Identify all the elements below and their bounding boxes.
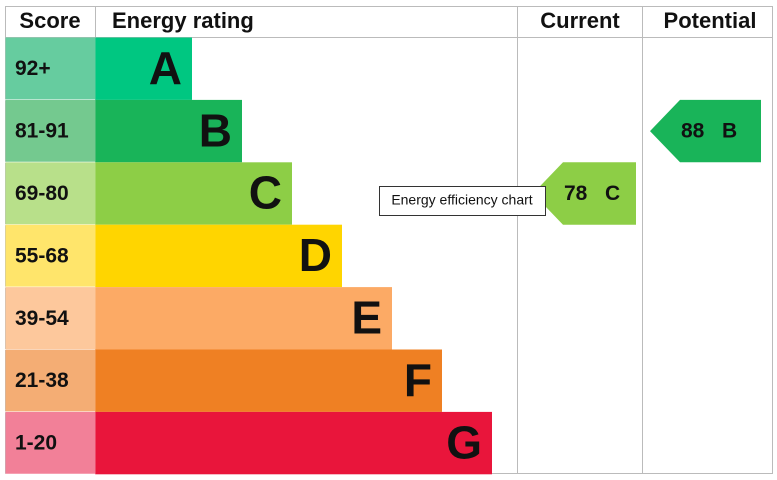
header: Energy rating bbox=[112, 8, 254, 33]
score-cell bbox=[5, 224, 96, 288]
rating-letter: C bbox=[249, 167, 282, 219]
rating-bar bbox=[95, 162, 292, 225]
score-label: 92+ bbox=[15, 57, 51, 80]
header: Potential bbox=[664, 8, 757, 33]
score-label: 21-38 bbox=[15, 369, 69, 392]
score-cell bbox=[5, 411, 96, 475]
header: Current bbox=[540, 8, 620, 33]
rating-letter: F bbox=[404, 354, 432, 406]
tooltip-text: Energy efficiency chart bbox=[391, 192, 532, 208]
score-label: 39-54 bbox=[15, 307, 69, 330]
score-cell bbox=[5, 349, 96, 412]
rating-value: 78 bbox=[564, 182, 588, 205]
tooltip-box bbox=[379, 186, 546, 216]
score-label: 1-20 bbox=[15, 432, 57, 455]
rating-bar bbox=[95, 99, 242, 163]
score-cell bbox=[5, 37, 96, 100]
score-cell bbox=[5, 162, 96, 225]
rating-bar bbox=[95, 287, 392, 350]
score-cell bbox=[5, 287, 96, 350]
rating-letter-small: B bbox=[722, 120, 737, 143]
tooltip: Energy efficiency chart bbox=[379, 186, 546, 216]
rating-letter-small: C bbox=[605, 182, 620, 205]
rating-letter: A bbox=[149, 42, 182, 94]
rating-letter: E bbox=[351, 291, 382, 343]
rating-bar bbox=[95, 224, 342, 288]
rating-arrow bbox=[533, 162, 636, 225]
score-label: 55-68 bbox=[15, 244, 69, 267]
rating-bar bbox=[95, 411, 492, 475]
score-label: 81-91 bbox=[15, 120, 69, 143]
score-label: 69-80 bbox=[15, 182, 69, 205]
rating-arrow bbox=[650, 99, 761, 163]
rating-bar bbox=[95, 349, 442, 412]
rating-bar bbox=[95, 37, 192, 100]
score-cell bbox=[5, 99, 96, 163]
rating-value: 88 bbox=[681, 120, 705, 143]
rating-letter: B bbox=[199, 104, 232, 156]
header: Score bbox=[19, 8, 80, 33]
rating-letter: D bbox=[299, 229, 332, 281]
rating-letter: G bbox=[446, 416, 482, 468]
